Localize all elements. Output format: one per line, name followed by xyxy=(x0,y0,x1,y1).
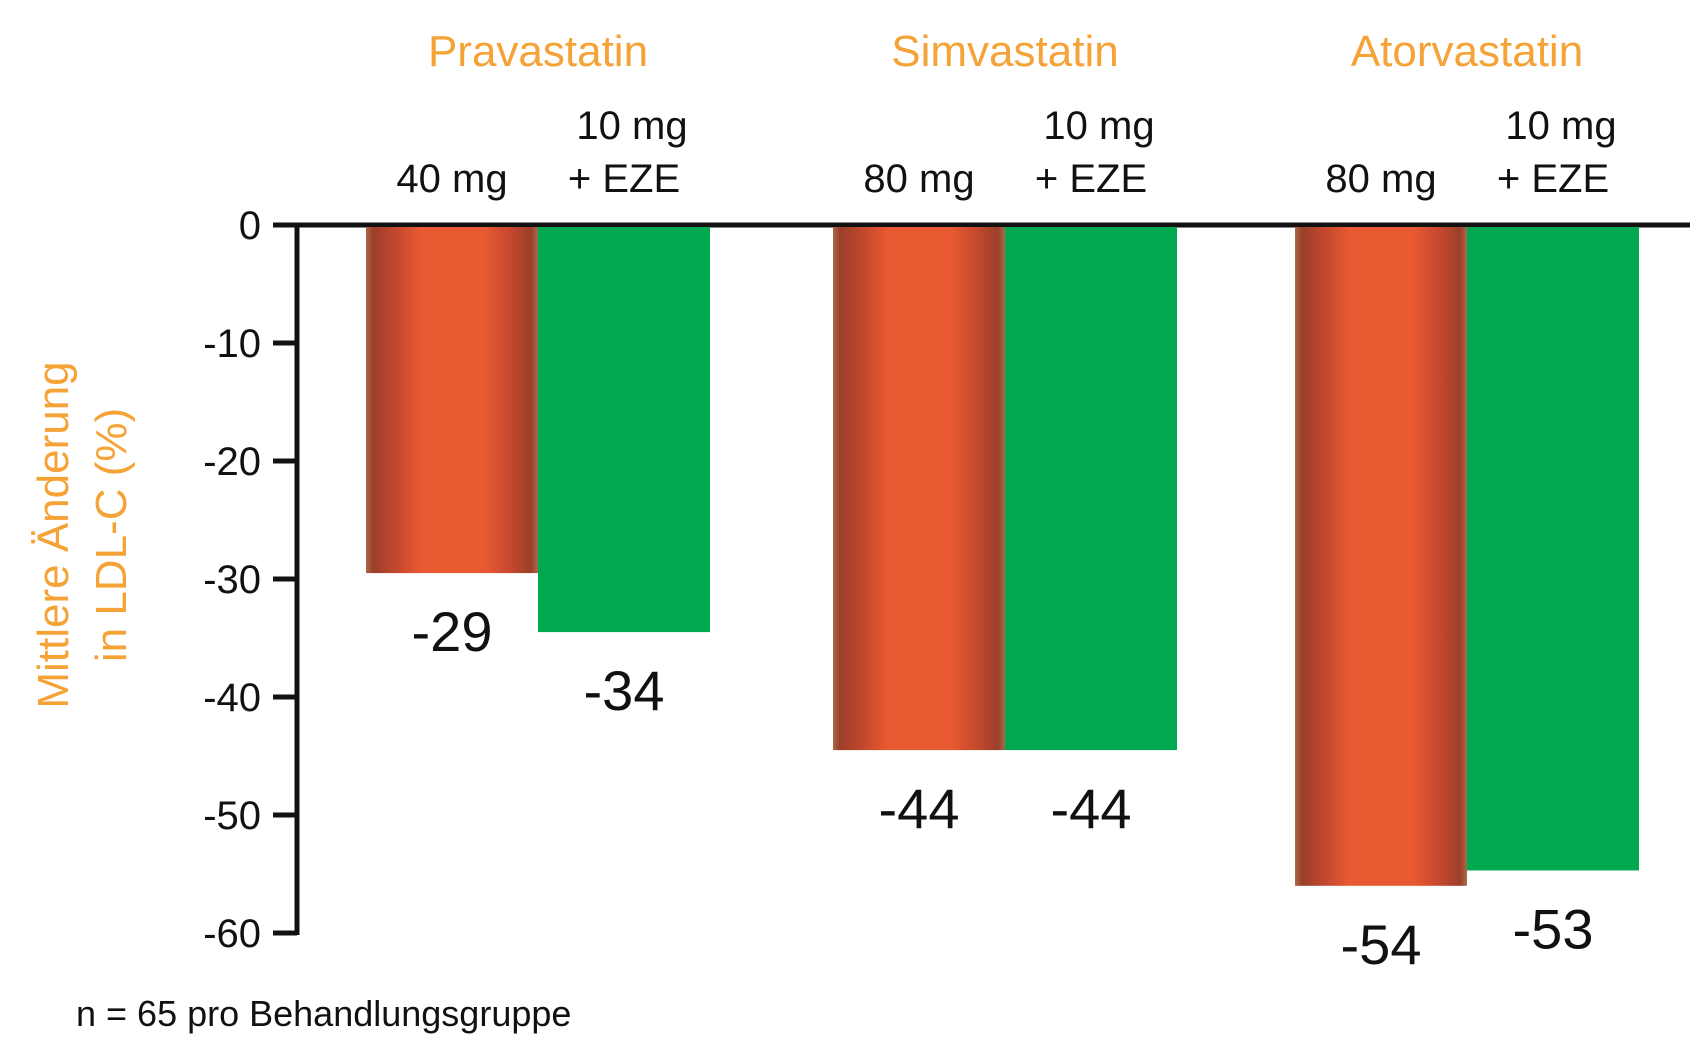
bars xyxy=(366,227,1639,886)
dose-label: 10 mg xyxy=(1505,104,1616,148)
y-tick-label: -10 xyxy=(203,322,261,366)
y-tick-label: -60 xyxy=(203,912,261,956)
y-axis-title: Mittlere Änderung in LDL-C (%) xyxy=(29,361,136,708)
group-label-simvastatin: Simvastatin xyxy=(891,27,1118,76)
dose-label: + EZE xyxy=(1497,157,1609,201)
value-label: -53 xyxy=(1513,897,1594,960)
y-axis-title-line-1: Mittlere Änderung xyxy=(29,361,78,708)
bar-atorvastatin-statin xyxy=(1295,227,1467,886)
value-label: -54 xyxy=(1341,913,1422,976)
group-label-pravastatin: Pravastatin xyxy=(428,27,648,76)
value-label: -44 xyxy=(1051,777,1132,840)
group-label-atorvastatin: Atorvastatin xyxy=(1351,27,1583,76)
bar-pravastatin-statin xyxy=(366,227,538,574)
dose-label: 10 mg xyxy=(576,104,687,148)
labels: Pravastatin 40 mg -29 10 mg + EZE -34 Simvasta… xyxy=(396,27,1616,976)
dose-label: 40 mg xyxy=(396,157,507,201)
y-tick-label: 0 xyxy=(239,204,261,248)
value-label: -44 xyxy=(879,777,960,840)
y-tick-label: -50 xyxy=(203,794,261,838)
y-tick-label: -20 xyxy=(203,440,261,484)
dose-label: + EZE xyxy=(568,157,680,201)
bar-simvastatin-eze xyxy=(1005,227,1177,751)
dose-label: 80 mg xyxy=(863,157,974,201)
dose-label: 10 mg xyxy=(1043,104,1154,148)
y-tick-label: -40 xyxy=(203,676,261,720)
value-label: -34 xyxy=(584,659,665,722)
y-axis-title-line-2: in LDL-C (%) xyxy=(87,408,136,662)
dose-label: 80 mg xyxy=(1325,157,1436,201)
y-tick-label: -30 xyxy=(203,558,261,602)
bar-pravastatin-eze xyxy=(538,227,710,633)
value-label: -29 xyxy=(412,600,493,663)
dose-label: + EZE xyxy=(1035,157,1147,201)
bar-atorvastatin-eze xyxy=(1467,227,1639,871)
axes: 0 -10 -20 -30 -40 -50 -60 xyxy=(203,204,1690,956)
footnote: n = 65 pro Behandlungsgruppe xyxy=(76,993,571,1034)
bar-simvastatin-statin xyxy=(833,227,1005,751)
